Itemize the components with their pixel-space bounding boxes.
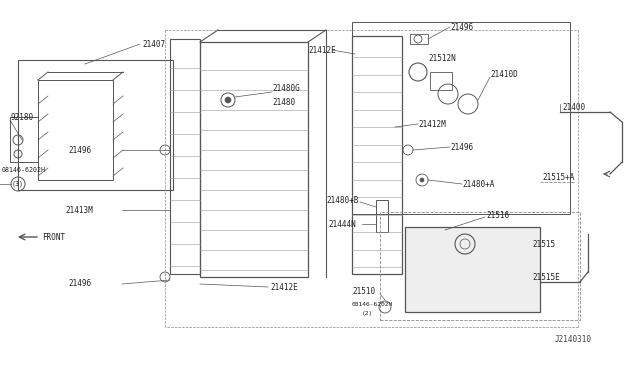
Text: 08146-6202H: 08146-6202H xyxy=(352,301,393,307)
Bar xyxy=(376,200,388,232)
Bar xyxy=(405,227,540,312)
Bar xyxy=(10,117,38,162)
Text: 21480G: 21480G xyxy=(272,83,300,93)
Text: 21515E: 21515E xyxy=(532,273,560,282)
Text: 21412E: 21412E xyxy=(270,282,298,292)
Text: 21496: 21496 xyxy=(450,22,473,32)
Bar xyxy=(352,22,570,214)
Bar xyxy=(18,60,173,190)
Bar xyxy=(200,42,308,277)
Bar xyxy=(352,36,402,274)
Text: (2): (2) xyxy=(362,311,373,317)
Text: 21512N: 21512N xyxy=(428,54,456,62)
Text: 21410D: 21410D xyxy=(490,70,518,78)
Circle shape xyxy=(225,97,231,103)
Text: (3): (3) xyxy=(12,181,24,187)
Text: 08146-6202H: 08146-6202H xyxy=(2,167,46,173)
Bar xyxy=(430,72,452,90)
Bar xyxy=(380,212,580,320)
Text: 21412E: 21412E xyxy=(308,45,336,55)
Text: 92180: 92180 xyxy=(10,112,33,122)
Text: 21515: 21515 xyxy=(532,240,555,248)
Text: 21400: 21400 xyxy=(562,103,585,112)
Text: 21480+A: 21480+A xyxy=(462,180,494,189)
Text: FRONT: FRONT xyxy=(42,232,65,241)
Bar xyxy=(38,80,113,180)
Text: 21496: 21496 xyxy=(68,145,91,154)
Text: 21444N: 21444N xyxy=(328,219,356,228)
Text: 21480: 21480 xyxy=(272,97,295,106)
Text: 21407: 21407 xyxy=(142,39,165,48)
Circle shape xyxy=(420,178,424,182)
Text: 21510: 21510 xyxy=(352,288,375,296)
Text: 21496: 21496 xyxy=(68,279,91,289)
Text: 21496: 21496 xyxy=(450,142,473,151)
Text: J2140310: J2140310 xyxy=(555,336,592,344)
Bar xyxy=(170,39,200,274)
Text: 21516: 21516 xyxy=(486,211,509,219)
Text: 21413M: 21413M xyxy=(65,205,93,215)
Bar xyxy=(410,34,428,44)
Text: 21412M: 21412M xyxy=(418,119,445,128)
Text: 21480+B: 21480+B xyxy=(326,196,358,205)
Text: 21515+A: 21515+A xyxy=(542,173,574,182)
